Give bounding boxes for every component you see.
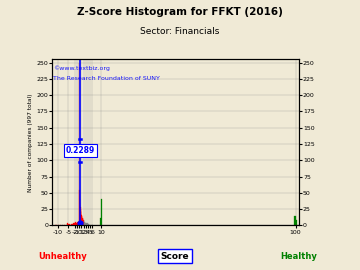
- Bar: [76, 223, 77, 225]
- Bar: [78, 222, 79, 225]
- Text: Unhealthy: Unhealthy: [39, 252, 87, 261]
- Text: Healthy: Healthy: [280, 252, 317, 261]
- Bar: [85, 223, 86, 225]
- Text: Z-Score Histogram for FFKT (2016): Z-Score Histogram for FFKT (2016): [77, 7, 283, 17]
- Bar: [84, 221, 85, 225]
- Text: ©www.textbiz.org: ©www.textbiz.org: [53, 66, 110, 72]
- Bar: [71, 224, 72, 225]
- Bar: [67, 224, 68, 225]
- Text: Score: Score: [160, 252, 189, 261]
- Bar: [68, 224, 69, 225]
- Bar: [101, 200, 102, 225]
- Bar: [87, 224, 88, 225]
- Bar: [73, 224, 74, 225]
- Bar: [294, 216, 296, 225]
- Y-axis label: Number of companies (997 total): Number of companies (997 total): [28, 93, 33, 192]
- Bar: [86, 224, 87, 225]
- Bar: [72, 224, 73, 225]
- Text: The Research Foundation of SUNY: The Research Foundation of SUNY: [53, 76, 160, 81]
- Text: Sector: Financials: Sector: Financials: [140, 27, 220, 36]
- Bar: [100, 218, 101, 225]
- Bar: [74, 224, 75, 225]
- Bar: [75, 222, 76, 225]
- Bar: [296, 220, 297, 225]
- Bar: [77, 222, 78, 225]
- Bar: [88, 224, 89, 225]
- Text: 0.2289: 0.2289: [66, 146, 95, 155]
